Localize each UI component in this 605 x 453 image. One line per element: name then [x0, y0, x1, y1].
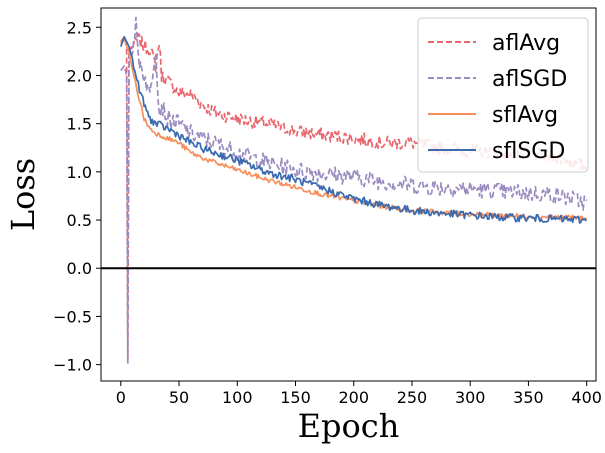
y-tick-label: 0.0: [67, 259, 92, 278]
y-tick-label: 2.0: [67, 66, 92, 85]
x-tick-label: 50: [169, 388, 189, 407]
legend: aflAvg aflSGD sflAvg sflSGD: [417, 17, 589, 173]
legend-label-sflSGD: sflSGD: [492, 139, 565, 164]
series-line-sflSGD: [120, 36, 587, 224]
y-tick-label: −0.5: [53, 307, 92, 326]
series-line-aflSGD: [120, 16, 588, 366]
x-tick-label: 400: [571, 388, 602, 407]
x-tick-label: 300: [455, 388, 486, 407]
x-tick-label: 350: [513, 388, 544, 407]
x-axis-ticks: 0 50 100 150 200 250 300 350 400: [116, 381, 602, 407]
y-tick-label: 2.5: [67, 18, 92, 37]
plot-frame: [100, 7, 597, 382]
legend-label-aflSGD: aflSGD: [492, 67, 567, 92]
x-tick-label: 200: [338, 388, 369, 407]
y-tick-label: 0.5: [67, 211, 92, 230]
x-tick-label: 0: [116, 388, 126, 407]
x-tick-label: 250: [397, 388, 428, 407]
x-tick-label: 100: [222, 388, 253, 407]
y-tick-label: −1.0: [53, 356, 92, 375]
legend-box: [417, 17, 589, 173]
x-axis-label: Epoch: [298, 407, 400, 445]
y-axis-ticks: −1.0 −0.5 0.0 0.5 1.0 1.5 2.0 2.5: [53, 18, 101, 375]
legend-label-sflAvg: sflAvg: [492, 103, 558, 128]
x-tick-label: 150: [280, 388, 311, 407]
y-tick-label: 1.0: [67, 163, 92, 182]
y-tick-label: 1.5: [67, 115, 92, 134]
legend-label-aflAvg: aflAvg: [492, 31, 560, 56]
y-axis-label: Loss: [4, 158, 42, 231]
